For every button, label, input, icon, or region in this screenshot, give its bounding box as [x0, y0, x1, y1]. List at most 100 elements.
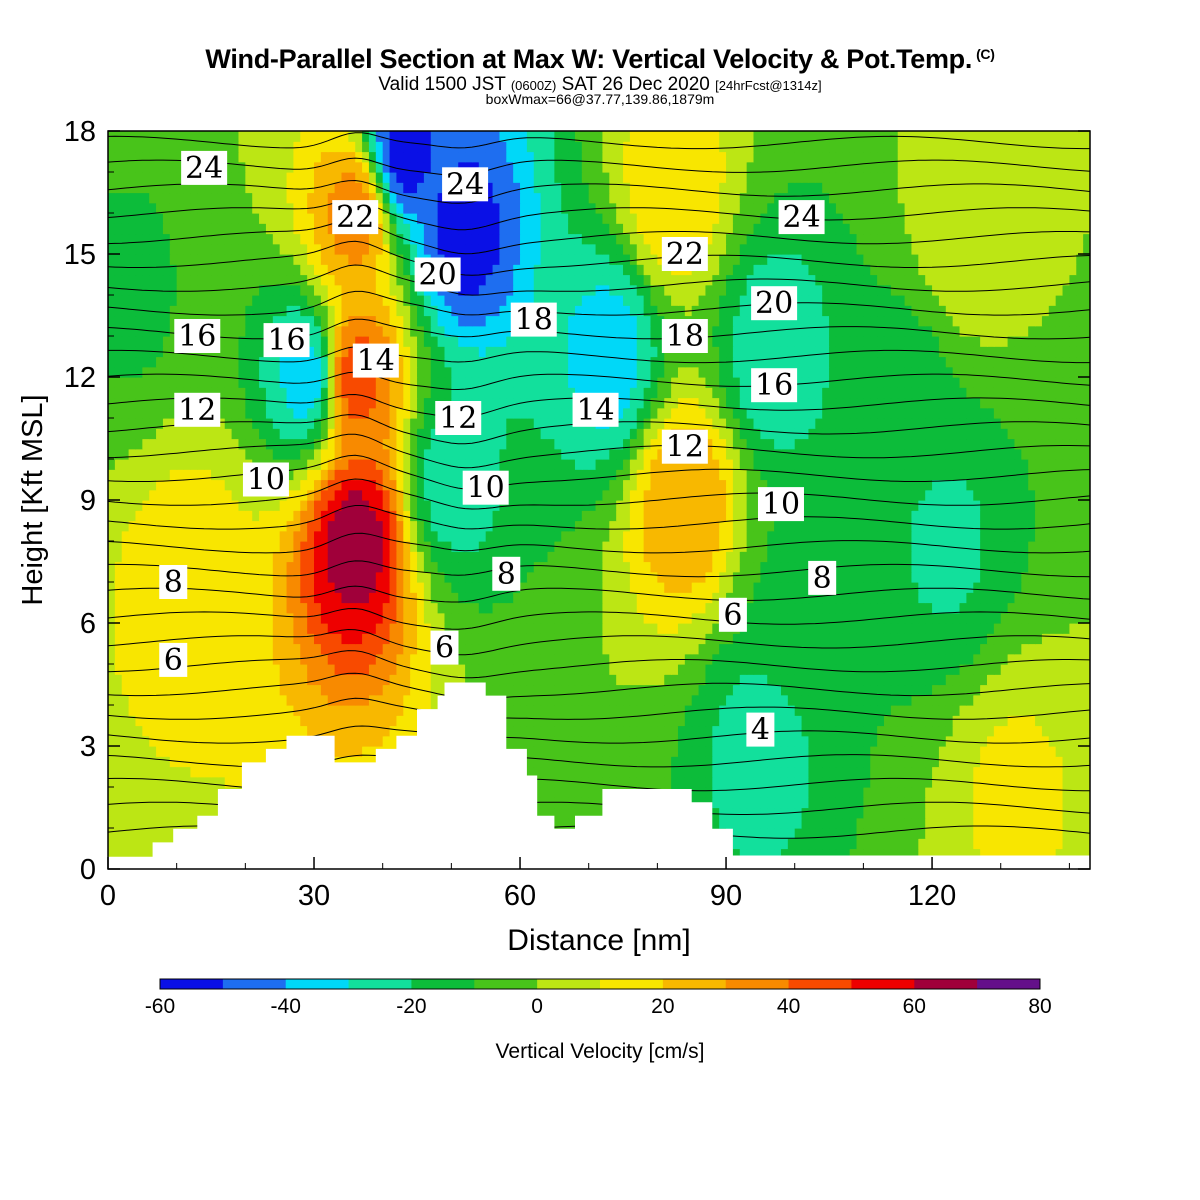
w-cell: [849, 530, 858, 542]
w-cell: [1035, 715, 1043, 727]
w-cell: [794, 746, 803, 757]
w-cell: [897, 633, 906, 645]
w-cell: [664, 612, 672, 624]
w-cell: [705, 623, 713, 634]
w-cell: [842, 602, 851, 614]
w-cell: [897, 817, 906, 829]
w-cell: [1076, 746, 1084, 757]
w-cell: [588, 776, 597, 788]
w-cell: [815, 766, 823, 778]
w-cell: [224, 612, 233, 624]
w-cell: [863, 653, 871, 665]
w-cell: [966, 643, 974, 655]
w-cell: [932, 664, 940, 675]
w-cell: [808, 592, 816, 604]
w-cell: [616, 664, 624, 675]
w-cell: [362, 715, 370, 727]
w-cell: [197, 612, 205, 624]
w-cell: [327, 612, 336, 624]
w-cell: [368, 623, 377, 634]
w-cell: [259, 530, 267, 542]
w-cell: [938, 787, 947, 798]
w-cell: [1076, 776, 1084, 788]
w-cell: [444, 664, 452, 675]
w-cell: [732, 633, 741, 645]
w-cell: [904, 828, 913, 839]
w-cell: [265, 602, 274, 614]
w-cell: [1062, 612, 1070, 624]
w-cell: [945, 592, 954, 604]
w-cell: [595, 756, 604, 768]
w-cell: [746, 776, 755, 788]
w-cell: [767, 674, 775, 686]
w-cell: [856, 653, 864, 665]
w-cell: [423, 541, 432, 552]
w-cell: [849, 602, 858, 614]
w-cell: [540, 561, 549, 573]
w-cell: [1083, 561, 1090, 573]
w-cell: [870, 643, 878, 655]
w-cell: [513, 551, 521, 563]
w-cell: [314, 571, 322, 583]
w-cell: [471, 571, 480, 583]
w-cell: [767, 602, 775, 614]
w-cell: [657, 725, 665, 737]
w-cell: [293, 633, 301, 645]
w-cell: [739, 715, 748, 727]
w-cell: [863, 612, 871, 624]
w-cell: [128, 592, 137, 604]
w-cell: [108, 694, 116, 706]
w-cell: [890, 705, 899, 716]
w-cell: [856, 746, 864, 757]
w-cell: [643, 664, 652, 675]
w-cell: [822, 653, 830, 665]
w-cell: [1048, 582, 1057, 593]
w-cell: [183, 582, 192, 593]
w-cell: [231, 582, 240, 593]
w-cell: [389, 674, 398, 686]
w-cell: [684, 623, 693, 634]
w-cell: [623, 643, 631, 655]
w-cell: [623, 623, 631, 634]
w-cell: [554, 633, 562, 645]
w-cell: [169, 725, 178, 737]
w-cell: [245, 653, 253, 665]
w-cell: [1041, 653, 1050, 665]
w-cell: [417, 510, 425, 522]
w-cell: [980, 705, 988, 716]
w-cell: [719, 776, 727, 788]
w-cell: [211, 746, 219, 757]
w-cell: [952, 838, 961, 850]
w-cell: [465, 653, 473, 665]
w-cell: [1055, 694, 1064, 706]
w-cell: [691, 756, 700, 768]
w-cell: [108, 520, 116, 532]
w-cell: [1041, 643, 1050, 655]
w-cell: [911, 705, 919, 716]
w-cell: [959, 725, 967, 737]
w-cell: [183, 602, 192, 614]
w-cell: [890, 551, 899, 563]
w-cell: [993, 735, 1002, 747]
w-cell: [224, 664, 233, 675]
w-cell: [506, 551, 514, 563]
w-cell: [657, 776, 665, 788]
w-cell: [739, 797, 748, 809]
w-cell: [746, 530, 755, 542]
w-cell: [217, 653, 226, 665]
w-cell: [966, 612, 974, 624]
w-cell: [883, 766, 892, 778]
w-cell: [382, 551, 391, 563]
w-cell: [114, 633, 123, 645]
w-cell: [911, 787, 919, 798]
w-cell: [945, 756, 954, 768]
w-cell: [938, 684, 947, 696]
w-cell: [932, 530, 940, 542]
w-cell: [1014, 551, 1022, 563]
w-cell: [623, 510, 631, 522]
w-cell: [1069, 684, 1077, 696]
w-cell: [437, 582, 446, 593]
w-cell: [444, 582, 452, 593]
w-cell: [787, 571, 796, 583]
w-cell: [520, 664, 528, 675]
